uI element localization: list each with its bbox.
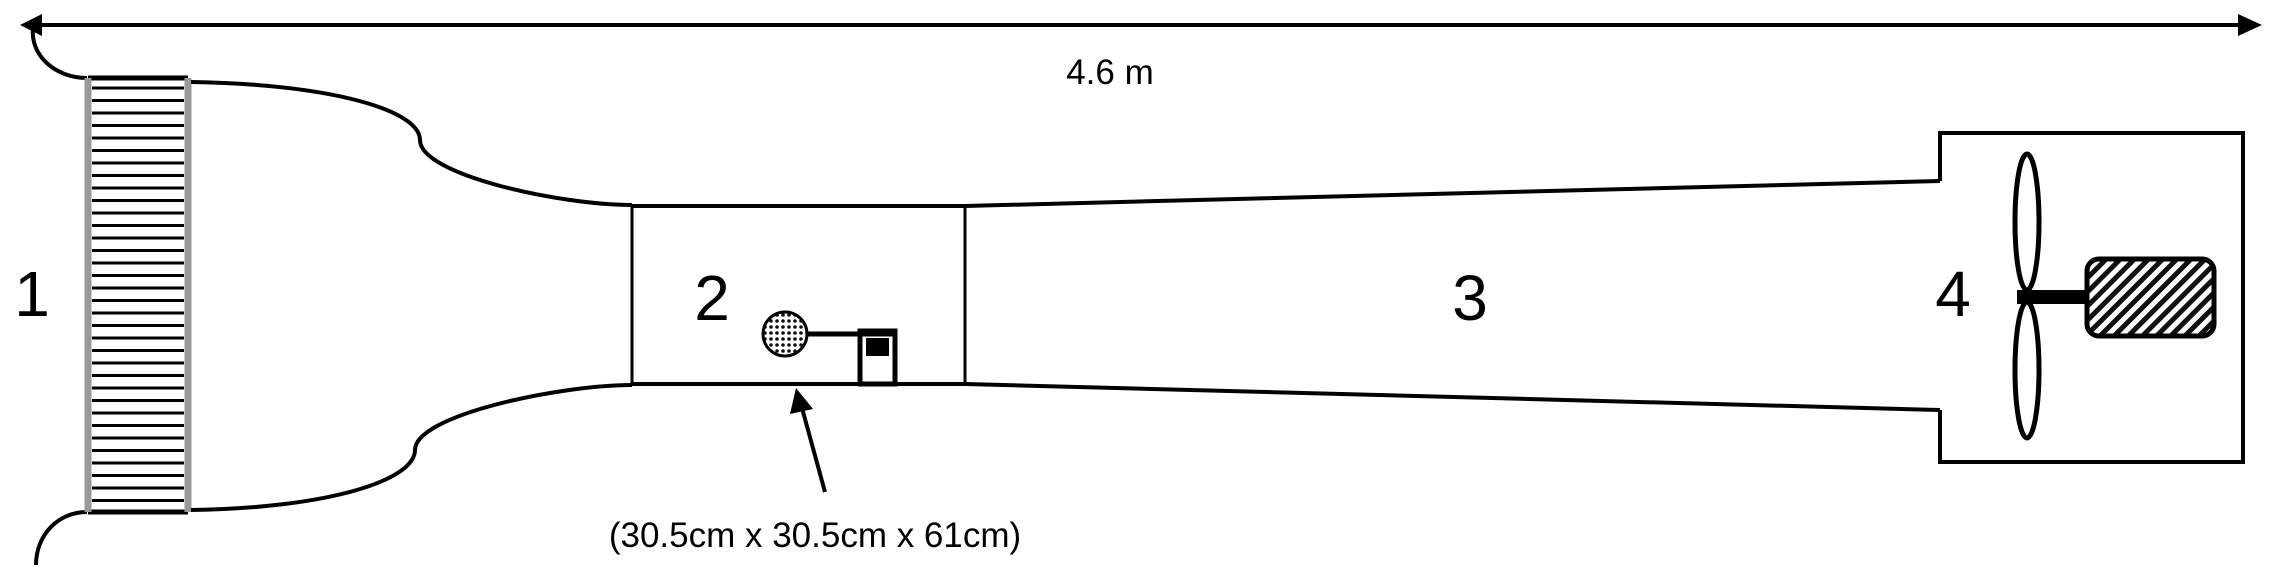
- inlet-lip-top: [30, 27, 88, 80]
- length-label: 4.6 m: [1066, 53, 1154, 92]
- section-label-3: 3: [1452, 262, 1488, 334]
- test-model-mount: [761, 310, 898, 387]
- fan-blade-top: [2012, 151, 2042, 293]
- fan-motor: [2084, 256, 2217, 339]
- section-label-2: 2: [694, 262, 730, 334]
- length-dimension-arrow: [20, 14, 2262, 36]
- diffuser-wall-top: [964, 179, 1941, 208]
- fan-housing: [1938, 131, 2245, 464]
- test-model-sphere: [761, 310, 809, 358]
- flow-straightener: [84, 75, 192, 515]
- inlet-lip-bottom: [34, 510, 88, 566]
- fan-blade-bottom: [2012, 299, 2042, 441]
- diffuser-wall-bottom: [964, 382, 1941, 412]
- fan-shaft: [2017, 290, 2087, 304]
- test-section: [630, 204, 967, 386]
- section-label-4: 4: [1935, 258, 1971, 330]
- contraction-wall-top: [190, 80, 633, 207]
- test-section-pointer-arrow: [790, 388, 827, 493]
- contraction-wall-bottom: [190, 383, 633, 512]
- test-section-dimensions: (30.5cm x 30.5cm x 61cm): [609, 516, 1021, 555]
- fan: [2012, 151, 2217, 441]
- section-label-1: 1: [14, 258, 50, 330]
